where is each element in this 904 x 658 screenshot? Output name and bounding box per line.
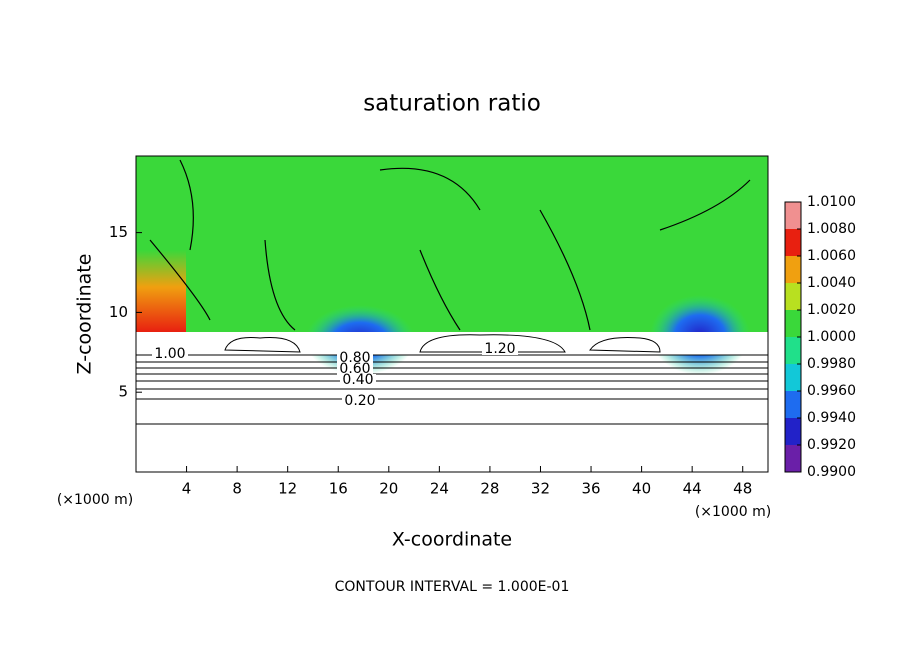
x-tick-label: 16 <box>329 480 348 498</box>
contour-label-bg <box>337 363 373 375</box>
colorbar-segment <box>785 391 801 418</box>
y-tick-label: 15 <box>109 223 128 241</box>
x-tick-label: 36 <box>581 480 600 498</box>
colorbar-segment <box>785 202 801 229</box>
colorbar-segment <box>785 337 801 364</box>
colorbar-label: 0.9980 <box>807 356 856 372</box>
colorbar-segment <box>785 445 801 472</box>
chart-title: saturation ratio <box>363 91 541 117</box>
x-tick-label: 40 <box>632 480 651 498</box>
x-tick-label: 20 <box>379 480 398 498</box>
plot-frame <box>135 155 769 473</box>
x-tick-label: 28 <box>480 480 499 498</box>
colorbar-segment <box>785 256 801 283</box>
y-axis-title: Z-coordinate <box>74 254 96 375</box>
x-tick-label: 8 <box>232 480 242 498</box>
x-axis-title: X-coordinate <box>392 529 512 551</box>
x-tick-label: 48 <box>733 480 752 498</box>
x-tick-label: 44 <box>683 480 702 498</box>
x-tick-label: 4 <box>182 480 192 498</box>
x-tick-label: 24 <box>430 480 449 498</box>
x-tick-label: 32 <box>531 480 550 498</box>
x-unit: (×1000 m) <box>695 504 771 520</box>
x-tick-label: 12 <box>278 480 297 498</box>
y-tick-label: 10 <box>109 303 128 321</box>
colorbar-label: 0.9960 <box>807 383 856 399</box>
contour-label: 0.40 <box>342 372 373 388</box>
colorbar-segment <box>785 418 801 445</box>
colorbar-label: 1.0020 <box>807 302 856 318</box>
contour-label-bg <box>342 395 378 407</box>
x-unit: (×1000 m) <box>57 492 133 508</box>
colorbar-label: 1.0060 <box>807 248 856 264</box>
colorbar-label: 1.0100 <box>807 194 856 210</box>
colorbar-label: 0.9940 <box>807 410 856 426</box>
contour-label: 1.00 <box>154 346 185 362</box>
contour-label: 0.20 <box>344 393 375 409</box>
contour-label: 1.20 <box>484 341 515 357</box>
colorbar-label: 0.9920 <box>807 437 856 453</box>
contour-label: 0.80 <box>339 350 370 366</box>
colorbar-segment <box>785 283 801 310</box>
colorbar-segment <box>785 310 801 337</box>
colorbar-segment <box>785 229 801 256</box>
contour-label: 0.60 <box>339 361 370 377</box>
footer: CONTOUR INTERVAL = 1.000E-01 <box>335 579 570 595</box>
contour-label-bg <box>340 374 376 386</box>
contour-label-bg <box>482 343 518 355</box>
colorbar-label: 1.0080 <box>807 221 856 237</box>
field <box>136 156 768 472</box>
colorbar-segment <box>785 364 801 391</box>
y-tick-label: 5 <box>118 383 128 401</box>
contour-label-bg <box>337 352 373 364</box>
colorbar-label: 0.9900 <box>807 464 856 480</box>
colorbar-label: 1.0000 <box>807 329 856 345</box>
colorbar-label: 1.0040 <box>807 275 856 291</box>
contour-label-bg <box>152 348 188 360</box>
